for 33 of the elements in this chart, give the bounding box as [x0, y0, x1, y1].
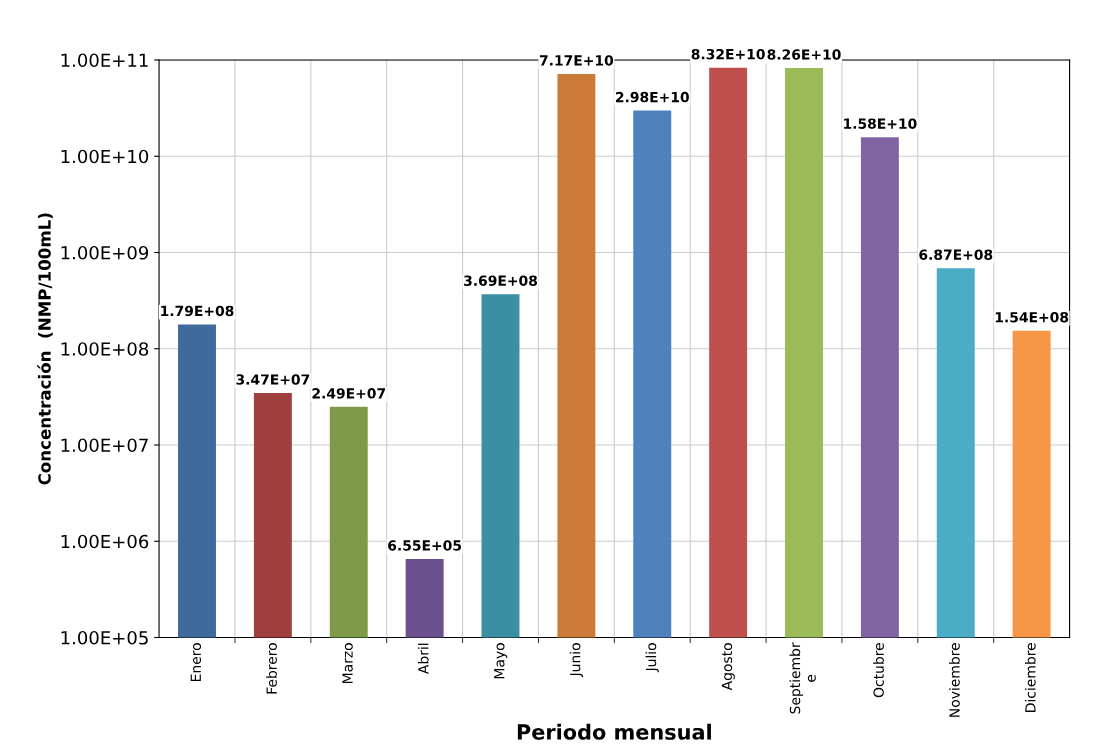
x-axis-title: Periodo mensual: [517, 723, 711, 740]
y-tick-label: 1.00E+07: [61, 438, 148, 453]
x-tick-label: Diciembre: [1024, 643, 1036, 712]
x-tick-label: Enero: [190, 643, 202, 682]
x-tick-label: Noviembre: [949, 643, 960, 717]
y-tick-label: 1.00E+09: [61, 245, 149, 260]
x-tick-label: Agosto: [721, 643, 735, 691]
data-label: 8.32E+10: [691, 48, 765, 60]
data-label: 7.17E+10: [539, 55, 614, 66]
x-tick-label: Marzo: [342, 643, 353, 683]
y-tick-label: 1.00E+10: [61, 149, 149, 164]
data-label: 2.98E+10: [616, 91, 689, 103]
data-label: 3.69E+08: [464, 275, 537, 286]
data-label: 6.87E+08: [919, 249, 993, 260]
data-label: 1.58E+10: [844, 118, 917, 129]
x-tick-label: Julio: [645, 643, 659, 673]
data-label: 8.26E+10: [767, 49, 841, 60]
x-tick-label: Octubre: [873, 643, 884, 698]
x-tick-label: Abril: [417, 643, 429, 674]
x-tick-label: Mayo: [494, 643, 508, 679]
data-label: 1.54E+08: [995, 311, 1069, 323]
y-tick-label: 1.00E+05: [61, 630, 148, 645]
y-tick-label: 1.00E+06: [61, 534, 149, 549]
y-tick-label: 1.00E+08: [61, 342, 149, 356]
x-tick-label: Septiembre: [789, 642, 816, 714]
data-label: 3.47E+07: [236, 374, 310, 385]
x-tick-label: Febrero: [266, 643, 277, 694]
data-label: 6.55E+05: [388, 540, 462, 551]
x-tick-label: Junio: [569, 643, 583, 678]
data-label: 1.79E+08: [161, 305, 234, 317]
y-tick-label: 1.00E+11: [61, 53, 148, 68]
data-label: 2.49E+07: [312, 388, 386, 399]
y-axis-title: Concentración (NMP/100mL): [37, 213, 53, 485]
